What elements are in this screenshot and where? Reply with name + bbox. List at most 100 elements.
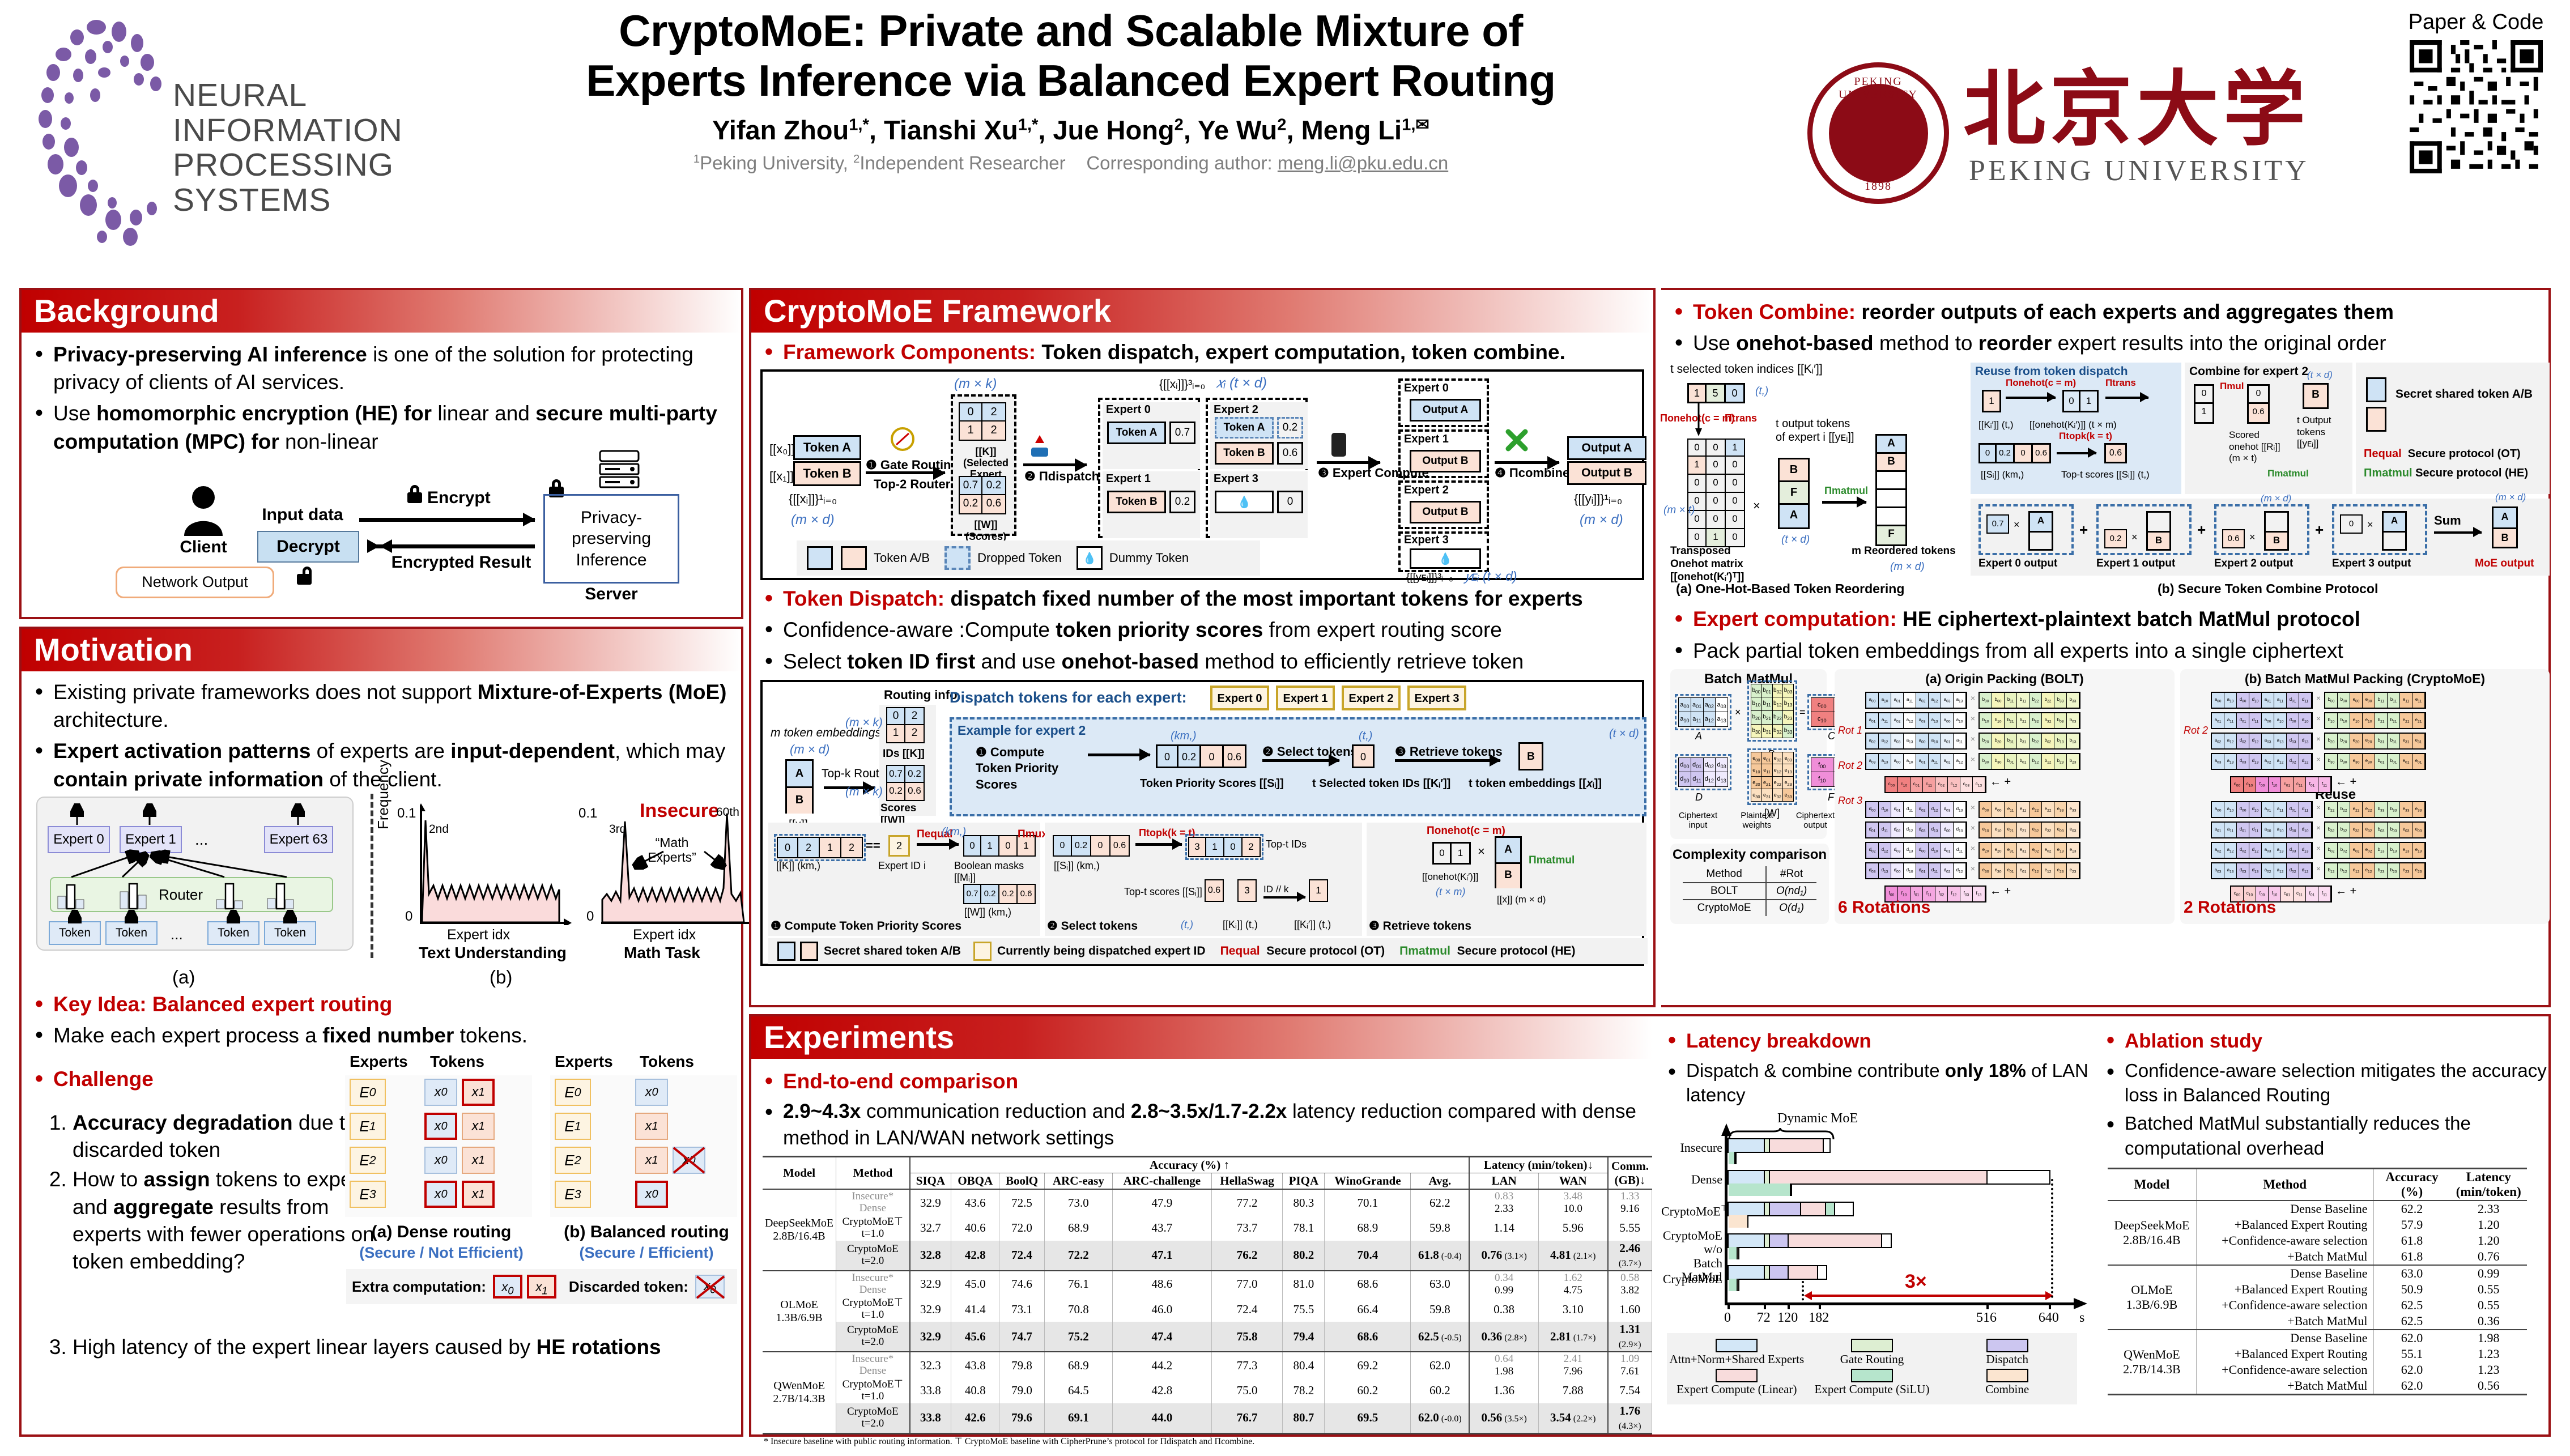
k-dim-label: (m × k) — [954, 376, 997, 392]
dispatch-group-right: Expert 2 Token A 0.2 Token B 0.6 Expert … — [1206, 398, 1308, 539]
packing-row: a00 a10 a01 a11 a02 a12 a03 a13 × b00 b00 b11 b11 b22… — [1865, 691, 2080, 709]
sum-label: Sum — [2434, 513, 2461, 528]
pi-topk-label: Πtopk(k = t) — [1139, 827, 1195, 838]
legend-label: Dummy Token — [1109, 551, 1189, 565]
packing-result: c00 c10 f00 f10 c01 c11 f01 f11 ← + — [2230, 776, 2426, 793]
bracket-label: Dynamic MoE — [1777, 1111, 1858, 1126]
sub-label: Plaintext weights — [1741, 810, 1773, 831]
caption-b: (b) — [490, 966, 513, 987]
x-tick-label: 182 — [1809, 1310, 1829, 1326]
dispatch-group-left: Expert 0 Token A 0.7 Expert 1 Token B 0.… — [1098, 398, 1200, 539]
pi-equal-label: Πequal — [917, 828, 953, 840]
latency-legend: Attn+Norm+Shared Experts Gate Routing Disp… — [1667, 1333, 2077, 1405]
freq-plot-right: 0.1 0 Insecure 3rd 60th “Math Experts” — [572, 795, 759, 961]
output-group-0: Expert 0 Output A — [1398, 378, 1489, 428]
kip-cell: 1 — [1309, 879, 1328, 902]
legend-swatch — [1850, 1339, 1893, 1353]
equal-operator: == — [866, 838, 880, 853]
reuse-title: Reuse from token dispatch — [1975, 365, 2128, 378]
onehot-matrix-label: Transposed Onehot matrix [[onehot(Kᵢ′)ᵀ]… — [1670, 545, 1744, 583]
list-item: Token Dispatch: dispatch fixed number of… — [760, 584, 1644, 614]
packing-row: a03 a13 d03 d13 a02 a12 d02 d12 × b30 b30 e30 e30 b01… — [2211, 752, 2426, 770]
dispatch-detail-figure: m token embeddings (m × d) A B [[x]] Top… — [760, 679, 1648, 966]
complexity-table-box: Complexity comparison Method #Rot BOLT O… — [1670, 843, 1829, 924]
origin-packing-title: (a) Origin Packing (BOLT) — [1925, 671, 2084, 686]
legend-item: Dispatch — [1939, 1339, 2075, 1366]
compute-device-icon — [1331, 433, 1346, 457]
x-axis — [1725, 1302, 2076, 1306]
selected-indices-label: t selected token indices [[Kᵢ′]] — [1670, 363, 1823, 376]
output-box: Output A — [1410, 399, 1481, 422]
latency-bar — [1727, 1233, 1892, 1260]
td-label: (t × d) — [1781, 534, 1810, 546]
legend-swatch-extra: x0 — [492, 1275, 522, 1299]
legend-swatch — [1850, 1369, 1893, 1383]
figure-captions: (a) (b) — [31, 966, 732, 987]
expert-id-label: Expert ID i — [878, 859, 926, 871]
panel-experiments: Experiments End-to-end comparison 2.9~4.… — [749, 1014, 2551, 1446]
table-cell: CryptoMoE — [1683, 899, 1767, 916]
qr-code-icon[interactable] — [2409, 40, 2543, 173]
plot-title: Text Understanding — [419, 943, 567, 961]
background-figure: Client Input data Encrypt Decrypt Encryp… — [31, 450, 732, 603]
combine-legend: Secret shared token A/B Πequal Secure pr… — [2356, 363, 2550, 495]
caption-balanced: (b) Balanced routing — [564, 1223, 729, 1242]
figure-divider — [371, 793, 373, 958]
caption-dense-sub: (Secure / Not Efficient) — [359, 1244, 524, 1262]
list-item: Key Idea: Balanced expert routing — [31, 989, 732, 1019]
freq-curve-right — [601, 813, 758, 925]
table-cell: O(nd₁) — [1766, 882, 1816, 900]
legend-swatch-b — [800, 941, 818, 961]
axis-tick: 0.1 — [397, 805, 416, 821]
col-header: Experts — [555, 1053, 613, 1071]
caption-dense: (a) Dense routing — [371, 1223, 512, 1242]
axis-tick: 0 — [405, 908, 413, 924]
background-bullets: Privacy-preserving AI inference is one o… — [31, 339, 732, 455]
col-header: Experts — [350, 1053, 408, 1071]
panel-background: Background Privacy-preserving AI inferen… — [19, 288, 743, 619]
pku-logo: PEKING UNIVERSITY 1898 北京大学 PEKING UNIVE… — [1802, 23, 2368, 215]
list-item: Make each expert process a fixed number … — [31, 1020, 732, 1050]
expert-sum-row: 0.7 × A + 0.2 × B + — [1971, 492, 2550, 576]
reordered-stack: A B F — [1875, 434, 1907, 547]
packing-row: a00 a10 d00 d10 a01 a11 d01 d11 × b22 b22 e22 e22 b33… — [2211, 801, 2426, 818]
output-token-box: B — [2303, 383, 2329, 410]
x-tick — [1819, 1302, 1822, 1310]
onehot-col: 0 1 — [2194, 384, 2214, 424]
input-set-label: {[[xᵢ]]}¹ᵢ₌₀ — [789, 492, 837, 506]
framework-components-bullet: Framework Components: Token dispatch, ex… — [760, 337, 1644, 367]
onehot-array: 0 1 — [1432, 841, 1471, 865]
pi-onehot-label: Πonehot(c = m) — [2006, 377, 2077, 389]
pipeline-arrow — [866, 466, 946, 480]
k-label: [[K]] (km,) — [776, 859, 820, 871]
k-array: 0 2 1 2 — [774, 833, 866, 861]
e2e-block: End-to-end comparison 2.9~4.3x communica… — [757, 1066, 1658, 1447]
topt-score-cell: 0.6 — [1205, 879, 1224, 902]
y-sym-label: 𝑦ᴇᵢ (t × d) — [1465, 569, 1517, 584]
pi-trans-label: Πtrans — [1725, 412, 1758, 424]
priority-scores-label: Token Priority Scores [[Sᵢ]] — [1140, 777, 1284, 790]
packing-row: a00 a10 d00 d10 a01 a11 d01 d11 × b00 b00 e00 e00 b11… — [2211, 691, 2426, 709]
pi-mux-label: Πmux — [1018, 828, 1048, 840]
router-histogram-icon — [216, 883, 243, 910]
pku-chinese-name: 北京大学 — [1963, 62, 2310, 157]
topt-label: Top-t scores [[Sᵢ]] (t,) — [2061, 469, 2150, 480]
expert-chip: Expert 0 — [1210, 685, 1269, 710]
motivation-title: Motivation — [34, 632, 193, 667]
packing-row: a01 a11 d01 d11 a00 a10 d00 d10 × b10 b10 e10 e10 b21… — [2211, 712, 2426, 729]
motivation-header: Motivation — [22, 629, 741, 671]
expert3-output: 0 × A — [2332, 504, 2427, 556]
topt-ids: 3 1 0 2 — [1185, 833, 1263, 860]
expert-comp-bullets: Expert computation: HE ciphertext-plaint… — [1670, 604, 2539, 666]
legend-label: Dispatch — [1986, 1352, 2028, 1366]
input-data-label: Input data — [262, 505, 343, 524]
packing-row: a02 a12 d02 d12 a03 a13 d03 d13 × b20 b20 e20 e20 b31… — [2211, 732, 2426, 750]
legend-item: Expert Compute (SiLU) — [1805, 1369, 1940, 1397]
